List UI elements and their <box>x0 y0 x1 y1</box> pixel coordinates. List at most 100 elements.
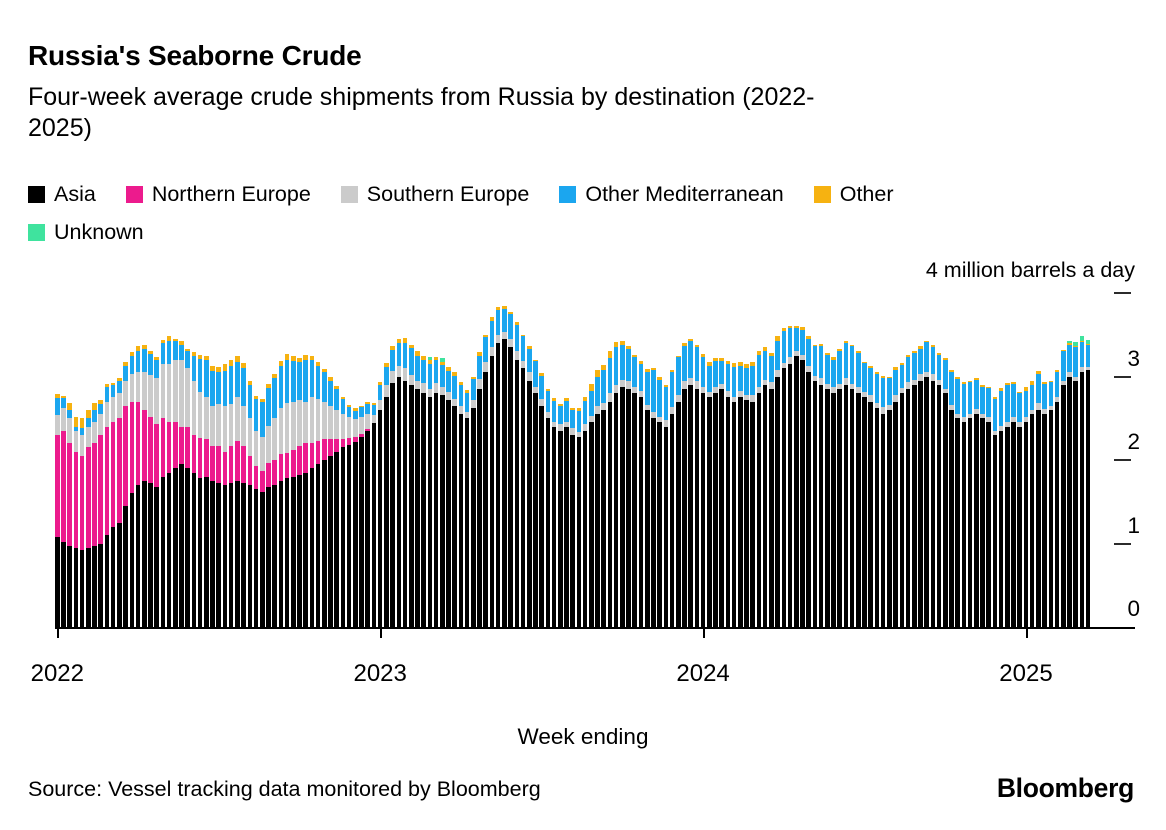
bar-segment-other-mediterranean <box>843 343 849 379</box>
bar-segment-other <box>657 377 662 380</box>
bar-segment-other-mediterranean <box>172 341 178 360</box>
bar-segment-other <box>526 346 532 349</box>
bar-segment-other-mediterranean <box>539 375 544 400</box>
bar-segment-southern-europe <box>595 405 600 415</box>
bar-segment-other-mediterranean <box>427 363 433 390</box>
bar-segment-other <box>222 364 228 371</box>
bar-segment-unknown <box>1073 342 1078 346</box>
bar-segment-other-mediterranean <box>191 355 197 381</box>
bar-segment-asia <box>1054 401 1060 627</box>
bar-segment-other-mediterranean <box>781 331 787 364</box>
bar-segment-other <box>1042 381 1047 385</box>
bar-segment-asia <box>340 447 346 627</box>
bar-segment-other <box>1005 383 1010 385</box>
bar-segment-other-mediterranean <box>222 370 228 406</box>
bar-segment-other <box>812 344 818 347</box>
bar-week-7 <box>98 399 104 627</box>
bar-segment-southern-europe <box>930 374 936 381</box>
bar-segment-other <box>377 382 383 385</box>
bar-segment-other <box>1060 349 1066 352</box>
bar-week-154 <box>1011 381 1016 627</box>
bar-week-54 <box>390 345 395 627</box>
bar-segment-northern-europe <box>340 439 346 448</box>
bar-week-15 <box>148 350 153 627</box>
bar-segment-southern-europe <box>204 397 209 440</box>
bar-segment-other <box>880 375 886 379</box>
bar-segment-other-mediterranean <box>669 372 675 408</box>
bar-segment-southern-europe <box>427 389 433 398</box>
bar-segment-southern-europe <box>185 368 190 427</box>
bar-segment-other <box>893 367 898 370</box>
bar-segment-southern-europe <box>856 386 861 394</box>
bar-segment-other <box>1036 370 1041 375</box>
bar-segment-other-mediterranean <box>1079 342 1085 368</box>
bar-week-90 <box>613 342 619 627</box>
bar-segment-other <box>166 336 172 341</box>
bar-segment-northern-europe <box>334 439 340 452</box>
bar-week-52 <box>377 382 383 627</box>
bar-segment-other-mediterranean <box>390 349 395 371</box>
bar-segment-other <box>856 350 861 354</box>
bar-segment-southern-europe <box>800 354 805 360</box>
bar-week-155 <box>1017 391 1023 627</box>
bar-segment-southern-europe <box>905 382 911 390</box>
bar-segment-southern-europe <box>551 421 557 427</box>
bar-segment-asia <box>874 408 880 627</box>
bar-segment-southern-europe <box>495 334 501 344</box>
bar-segment-southern-europe <box>787 357 793 364</box>
bar-segment-northern-europe <box>315 440 321 465</box>
bar-segment-other <box>421 356 426 360</box>
bar-segment-other <box>1023 387 1029 391</box>
bar-segment-other-mediterranean <box>1067 344 1072 372</box>
bar-segment-other-mediterranean <box>607 358 613 394</box>
bar-segment-other <box>322 369 327 373</box>
bar-segment-southern-europe <box>117 393 122 419</box>
bar-segment-southern-europe <box>148 374 153 417</box>
bar-segment-asia <box>930 380 936 627</box>
bar-segment-other-mediterranean <box>632 357 638 387</box>
bar-segment-other-mediterranean <box>520 336 526 362</box>
bar-segment-other-mediterranean <box>334 389 340 410</box>
bar-segment-other <box>452 372 457 376</box>
bar-segment-asia <box>843 384 849 627</box>
bar-segment-southern-europe <box>458 405 464 415</box>
y-tick-dash-2 <box>1114 459 1131 461</box>
bar-segment-other <box>949 369 954 372</box>
bar-week-12 <box>129 351 135 627</box>
bar-week-159 <box>1042 381 1047 627</box>
bar-segment-other <box>607 351 613 359</box>
bar-segment-other-mediterranean <box>887 378 892 405</box>
bar-segment-southern-europe <box>613 384 619 394</box>
bar-segment-other <box>67 403 72 410</box>
bar-segment-other <box>477 352 482 356</box>
bar-week-75 <box>520 334 526 627</box>
bar-segment-other-mediterranean <box>322 372 327 402</box>
bar-week-91 <box>620 340 625 627</box>
bar-week-84 <box>576 408 582 627</box>
bar-week-65 <box>458 382 464 627</box>
bar-segment-southern-europe <box>266 425 271 464</box>
bar-segment-asia <box>725 397 731 627</box>
bar-segment-southern-europe <box>359 417 364 435</box>
bar-segment-other <box>446 366 451 371</box>
bar-segment-asia <box>868 401 874 627</box>
bar-segment-southern-europe <box>154 378 159 425</box>
bar-segment-other-mediterranean <box>477 355 482 380</box>
bar-week-76 <box>526 346 532 627</box>
bar-segment-southern-europe <box>284 403 290 454</box>
bar-segment-southern-europe <box>489 347 495 356</box>
bar-week-150 <box>986 386 992 627</box>
bar-segment-asia <box>483 372 489 627</box>
bar-segment-other-mediterranean <box>247 384 253 419</box>
bar-segment-asia <box>1073 380 1078 627</box>
bar-segment-southern-europe <box>601 403 607 410</box>
bar-week-72 <box>502 306 507 627</box>
bar-segment-asia <box>675 401 681 627</box>
bar-segment-southern-europe <box>806 365 811 373</box>
x-tick-label-2022: 2022 <box>30 660 84 687</box>
bar-segment-asia <box>253 489 259 627</box>
bar-segment-southern-europe <box>582 424 588 431</box>
bar-week-123 <box>818 343 824 627</box>
bar-segment-other <box>955 377 960 380</box>
bar-segment-asia <box>495 343 501 627</box>
